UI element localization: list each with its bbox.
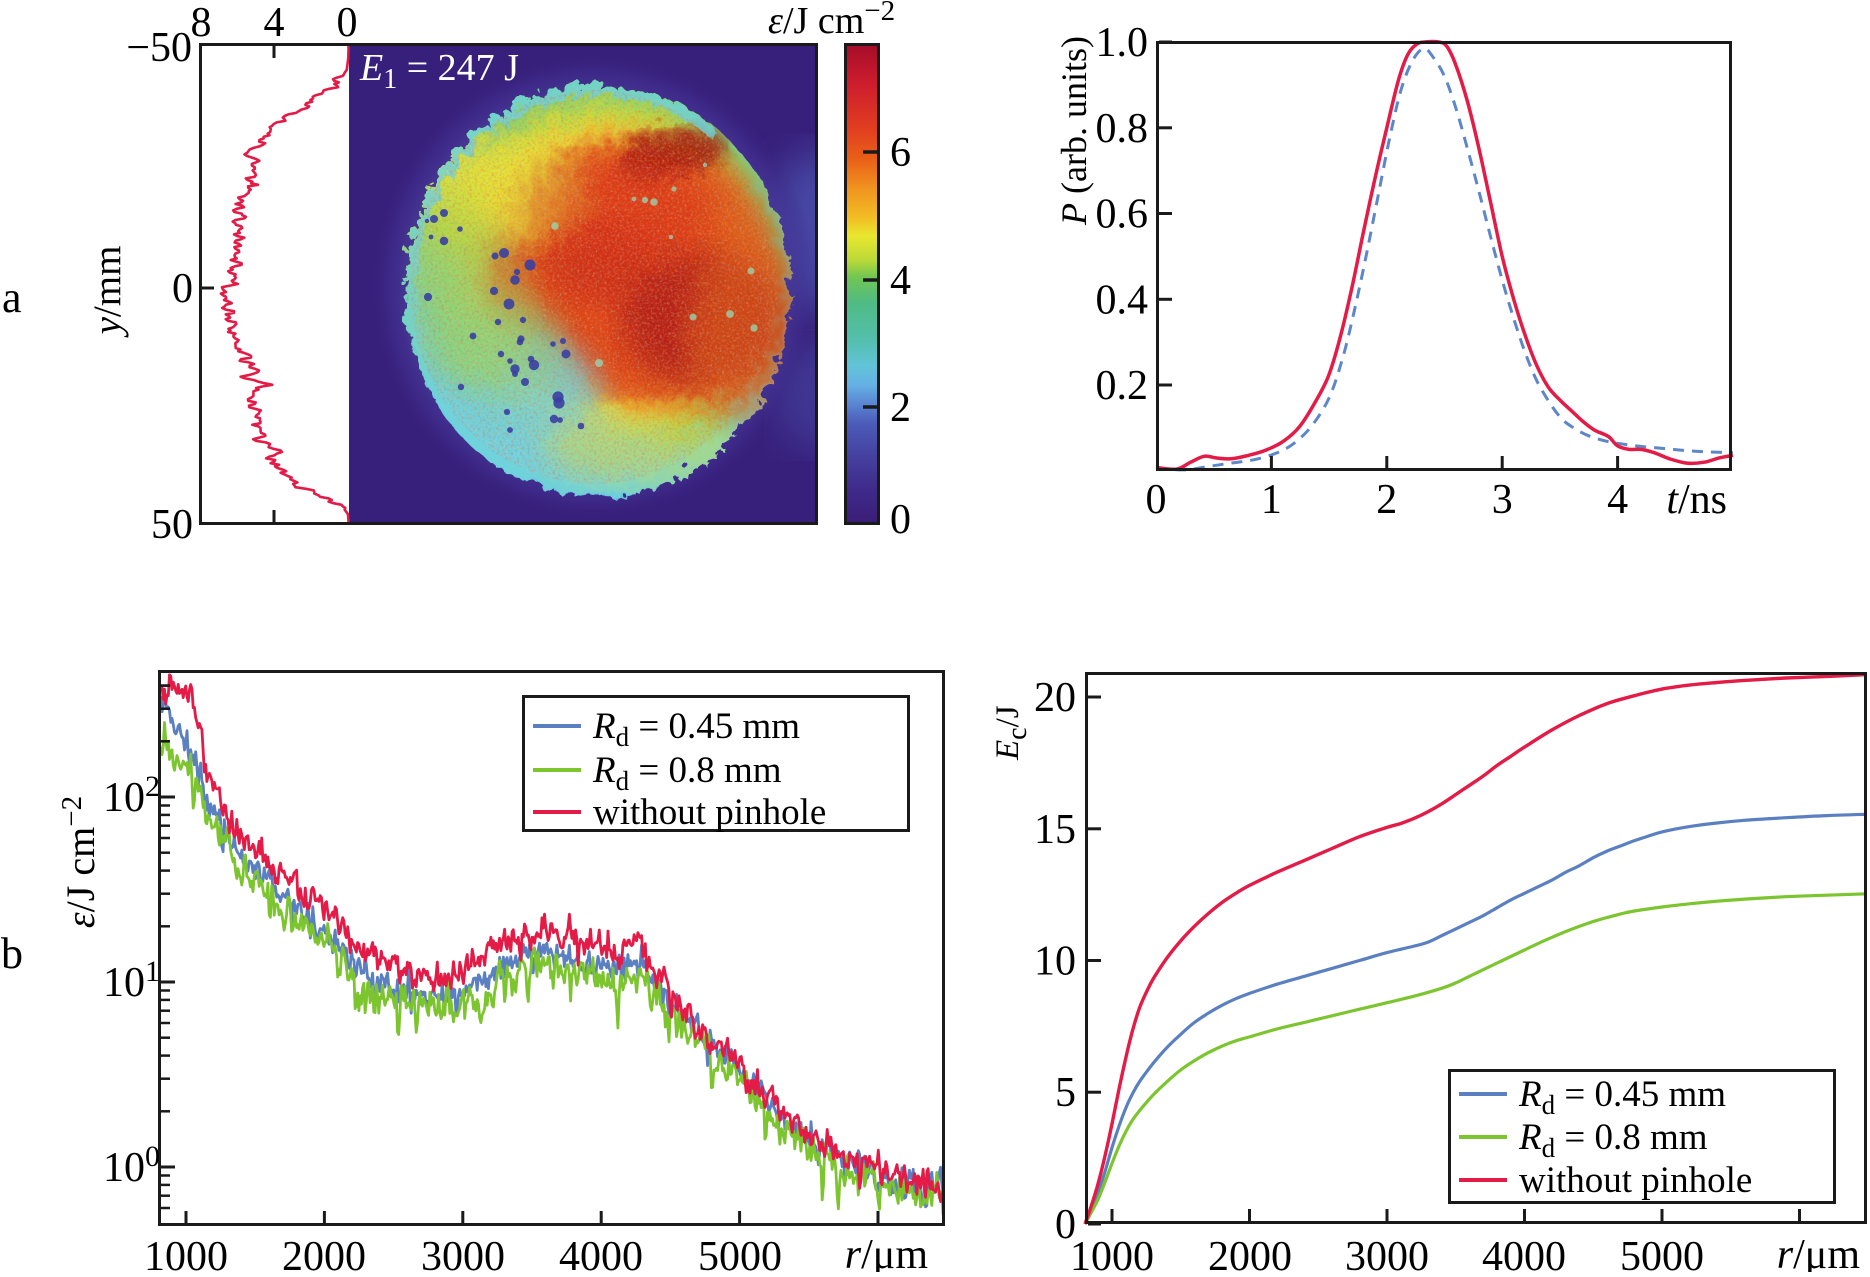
svg-text:5: 5 <box>1055 1070 1076 1116</box>
svg-text:t/ns: t/ns <box>1666 477 1727 523</box>
svg-text:E1 = 247 J: E1 = 247 J <box>359 47 519 95</box>
svg-text:0.4: 0.4 <box>1096 277 1149 323</box>
svg-text:2000: 2000 <box>282 1234 366 1272</box>
svg-text:4000: 4000 <box>559 1234 643 1272</box>
svg-text:a: a <box>2 273 22 322</box>
svg-text:0.2: 0.2 <box>1096 363 1149 409</box>
svg-text:without pinhole: without pinhole <box>593 792 826 833</box>
svg-text:6: 6 <box>890 130 911 176</box>
svg-text:−50: −50 <box>126 25 192 71</box>
svg-text:b: b <box>1 929 23 978</box>
svg-text:r/μm: r/μm <box>1777 1232 1861 1272</box>
svg-text:without pinhole: without pinhole <box>1519 1160 1752 1201</box>
svg-text:Ec/J: Ec/J <box>990 705 1033 761</box>
svg-text:0: 0 <box>1146 477 1167 523</box>
svg-text:2000: 2000 <box>1208 1234 1292 1272</box>
svg-text:3000: 3000 <box>421 1234 505 1272</box>
svg-text:10: 10 <box>1034 939 1076 985</box>
svg-text:Rd = 0.8 mm: Rd = 0.8 mm <box>592 750 782 796</box>
svg-text:1000: 1000 <box>1070 1234 1154 1272</box>
svg-text:4000: 4000 <box>1482 1234 1566 1272</box>
svg-text:0: 0 <box>1055 1202 1076 1248</box>
svg-text:0: 0 <box>337 0 358 46</box>
svg-text:2: 2 <box>890 385 911 431</box>
svg-text:50: 50 <box>151 502 193 548</box>
svg-text:0.6: 0.6 <box>1096 192 1149 238</box>
svg-text:0: 0 <box>890 497 911 543</box>
svg-text:4: 4 <box>264 0 285 46</box>
svg-text:2: 2 <box>1376 477 1397 523</box>
svg-text:5000: 5000 <box>698 1234 782 1272</box>
svg-text:Rd = 0.8 mm: Rd = 0.8 mm <box>1518 1117 1708 1163</box>
svg-text:15: 15 <box>1034 807 1076 853</box>
svg-text:8: 8 <box>191 0 212 46</box>
svg-text:1: 1 <box>1261 477 1282 523</box>
svg-text:Rd = 0.45 mm: Rd = 0.45 mm <box>1518 1074 1726 1120</box>
svg-text:3: 3 <box>1492 477 1513 523</box>
svg-text:20: 20 <box>1034 675 1076 721</box>
svg-text:1000: 1000 <box>144 1234 228 1272</box>
svg-text:y/mm: y/mm <box>86 246 129 339</box>
svg-text:4: 4 <box>1607 477 1628 523</box>
svg-text:0: 0 <box>172 266 193 312</box>
svg-text:1.0: 1.0 <box>1096 20 1149 66</box>
svg-text:Rd = 0.45 mm: Rd = 0.45 mm <box>592 706 800 752</box>
svg-text:P (arb. units): P (arb. units) <box>1054 36 1094 226</box>
svg-text:3000: 3000 <box>1345 1234 1429 1272</box>
svg-text:0.8: 0.8 <box>1096 106 1149 152</box>
svg-text:5000: 5000 <box>1620 1234 1704 1272</box>
svg-text:4: 4 <box>890 258 911 304</box>
svg-text:r/μm: r/μm <box>845 1232 929 1272</box>
